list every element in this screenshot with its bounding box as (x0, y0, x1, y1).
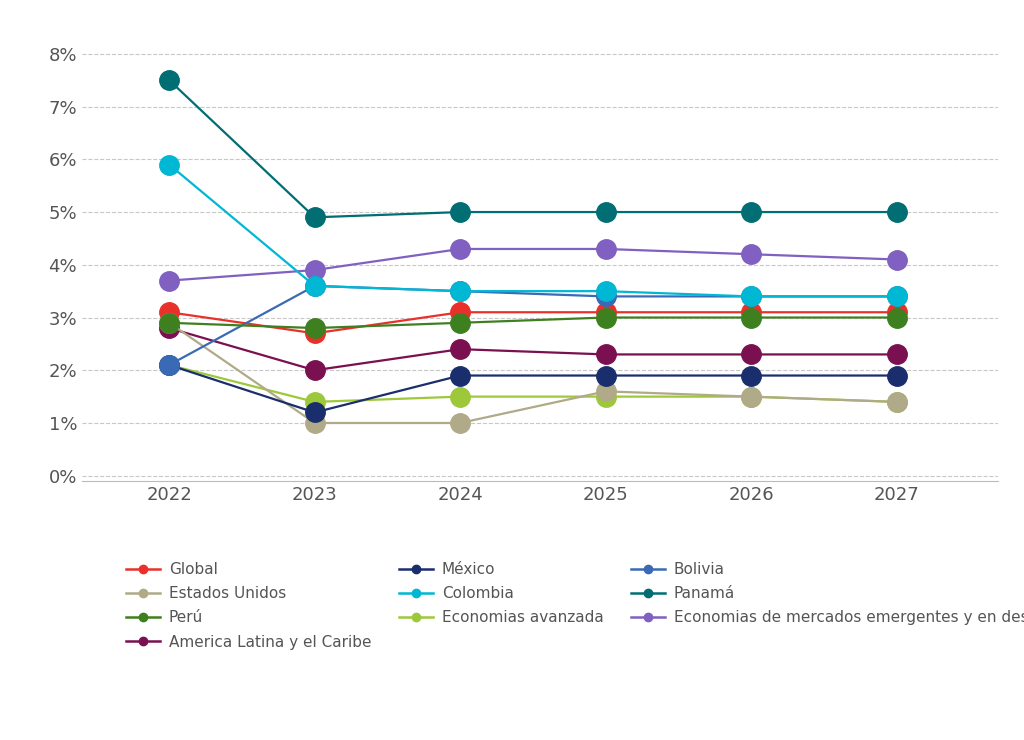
Legend: Global, Estados Unidos, Perú, America Latina y el Caribe, México, Colombia, Econ: Global, Estados Unidos, Perú, America La… (126, 562, 1024, 650)
